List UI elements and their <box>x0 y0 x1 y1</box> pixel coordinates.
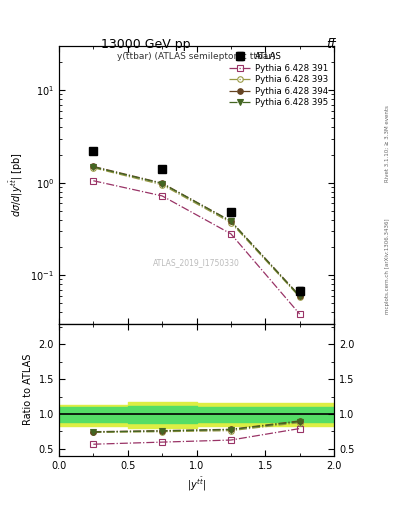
Pythia 6.428 395 <box>91 164 96 170</box>
Pythia 6.428 394 <box>160 180 165 186</box>
Text: mcplots.cern.ch [arXiv:1306.3436]: mcplots.cern.ch [arXiv:1306.3436] <box>385 219 389 314</box>
Y-axis label: $d\sigma / d |y^{t\bar{t}}|$ [pb]: $d\sigma / d |y^{t\bar{t}}|$ [pb] <box>7 153 25 217</box>
Text: ATLAS_2019_I1750330: ATLAS_2019_I1750330 <box>153 258 240 267</box>
Legend: ATLAS, Pythia 6.428 391, Pythia 6.428 393, Pythia 6.428 394, Pythia 6.428 395: ATLAS, Pythia 6.428 391, Pythia 6.428 39… <box>227 50 330 109</box>
X-axis label: $|y^{t\bar{t}}|$: $|y^{t\bar{t}}|$ <box>187 476 206 494</box>
Text: y(t̅tbar) (ATLAS semileptonic ttbar): y(t̅tbar) (ATLAS semileptonic ttbar) <box>117 52 276 60</box>
Pythia 6.428 393 <box>160 182 165 188</box>
Pythia 6.428 391 <box>229 231 233 237</box>
Pythia 6.428 393 <box>229 220 233 226</box>
Pythia 6.428 391 <box>298 311 302 317</box>
Pythia 6.428 394 <box>229 218 233 224</box>
Pythia 6.428 391 <box>91 178 96 184</box>
Pythia 6.428 395 <box>229 218 233 224</box>
Text: Rivet 3.1.10; ≥ 3.3M events: Rivet 3.1.10; ≥ 3.3M events <box>385 105 389 182</box>
Line: Pythia 6.428 393: Pythia 6.428 393 <box>90 165 303 300</box>
Pythia 6.428 395 <box>298 293 302 300</box>
Text: tt̅: tt̅ <box>326 38 336 51</box>
Line: Pythia 6.428 395: Pythia 6.428 395 <box>90 164 303 299</box>
Pythia 6.428 391 <box>160 193 165 199</box>
Line: Pythia 6.428 394: Pythia 6.428 394 <box>90 164 303 298</box>
Pythia 6.428 394 <box>91 163 96 169</box>
Pythia 6.428 393 <box>298 294 302 300</box>
Pythia 6.428 395 <box>160 180 165 186</box>
Text: 13000 GeV pp: 13000 GeV pp <box>101 38 190 51</box>
Line: Pythia 6.428 391: Pythia 6.428 391 <box>90 178 303 317</box>
Pythia 6.428 394 <box>298 293 302 299</box>
Pythia 6.428 393 <box>91 165 96 171</box>
Y-axis label: Ratio to ATLAS: Ratio to ATLAS <box>23 354 33 425</box>
